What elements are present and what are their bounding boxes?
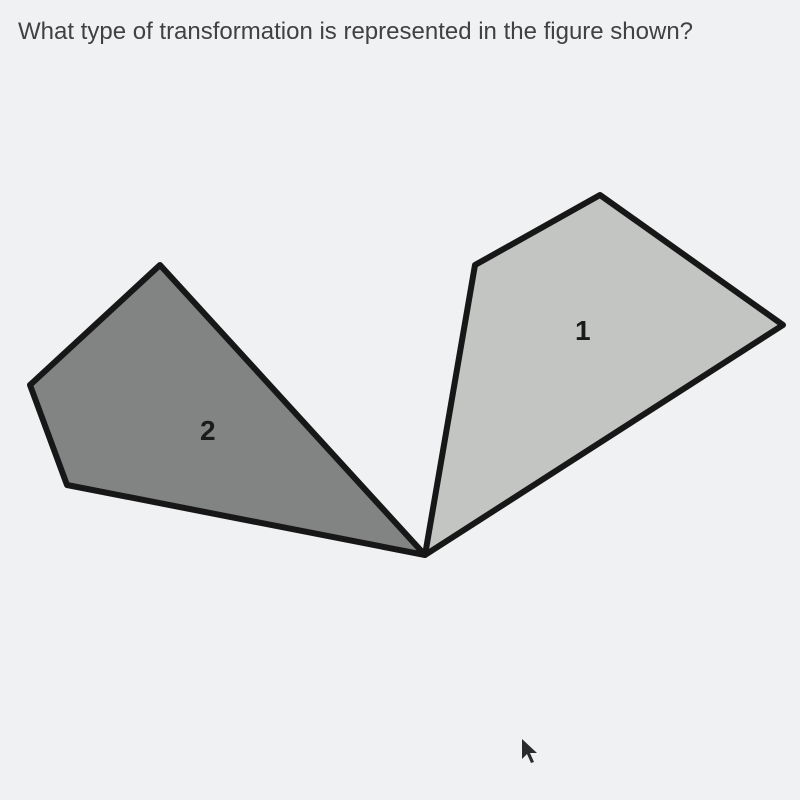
- transformation-figure: 1 2: [0, 100, 800, 700]
- figure-svg: [0, 100, 800, 700]
- shape-2-label: 2: [200, 415, 216, 447]
- shape-1-label: 1: [575, 315, 591, 347]
- question-text: What type of transformation is represent…: [18, 18, 693, 46]
- cursor-icon: [520, 737, 540, 765]
- shape-1-polygon: [425, 195, 783, 555]
- shape-2-polygon: [30, 265, 425, 555]
